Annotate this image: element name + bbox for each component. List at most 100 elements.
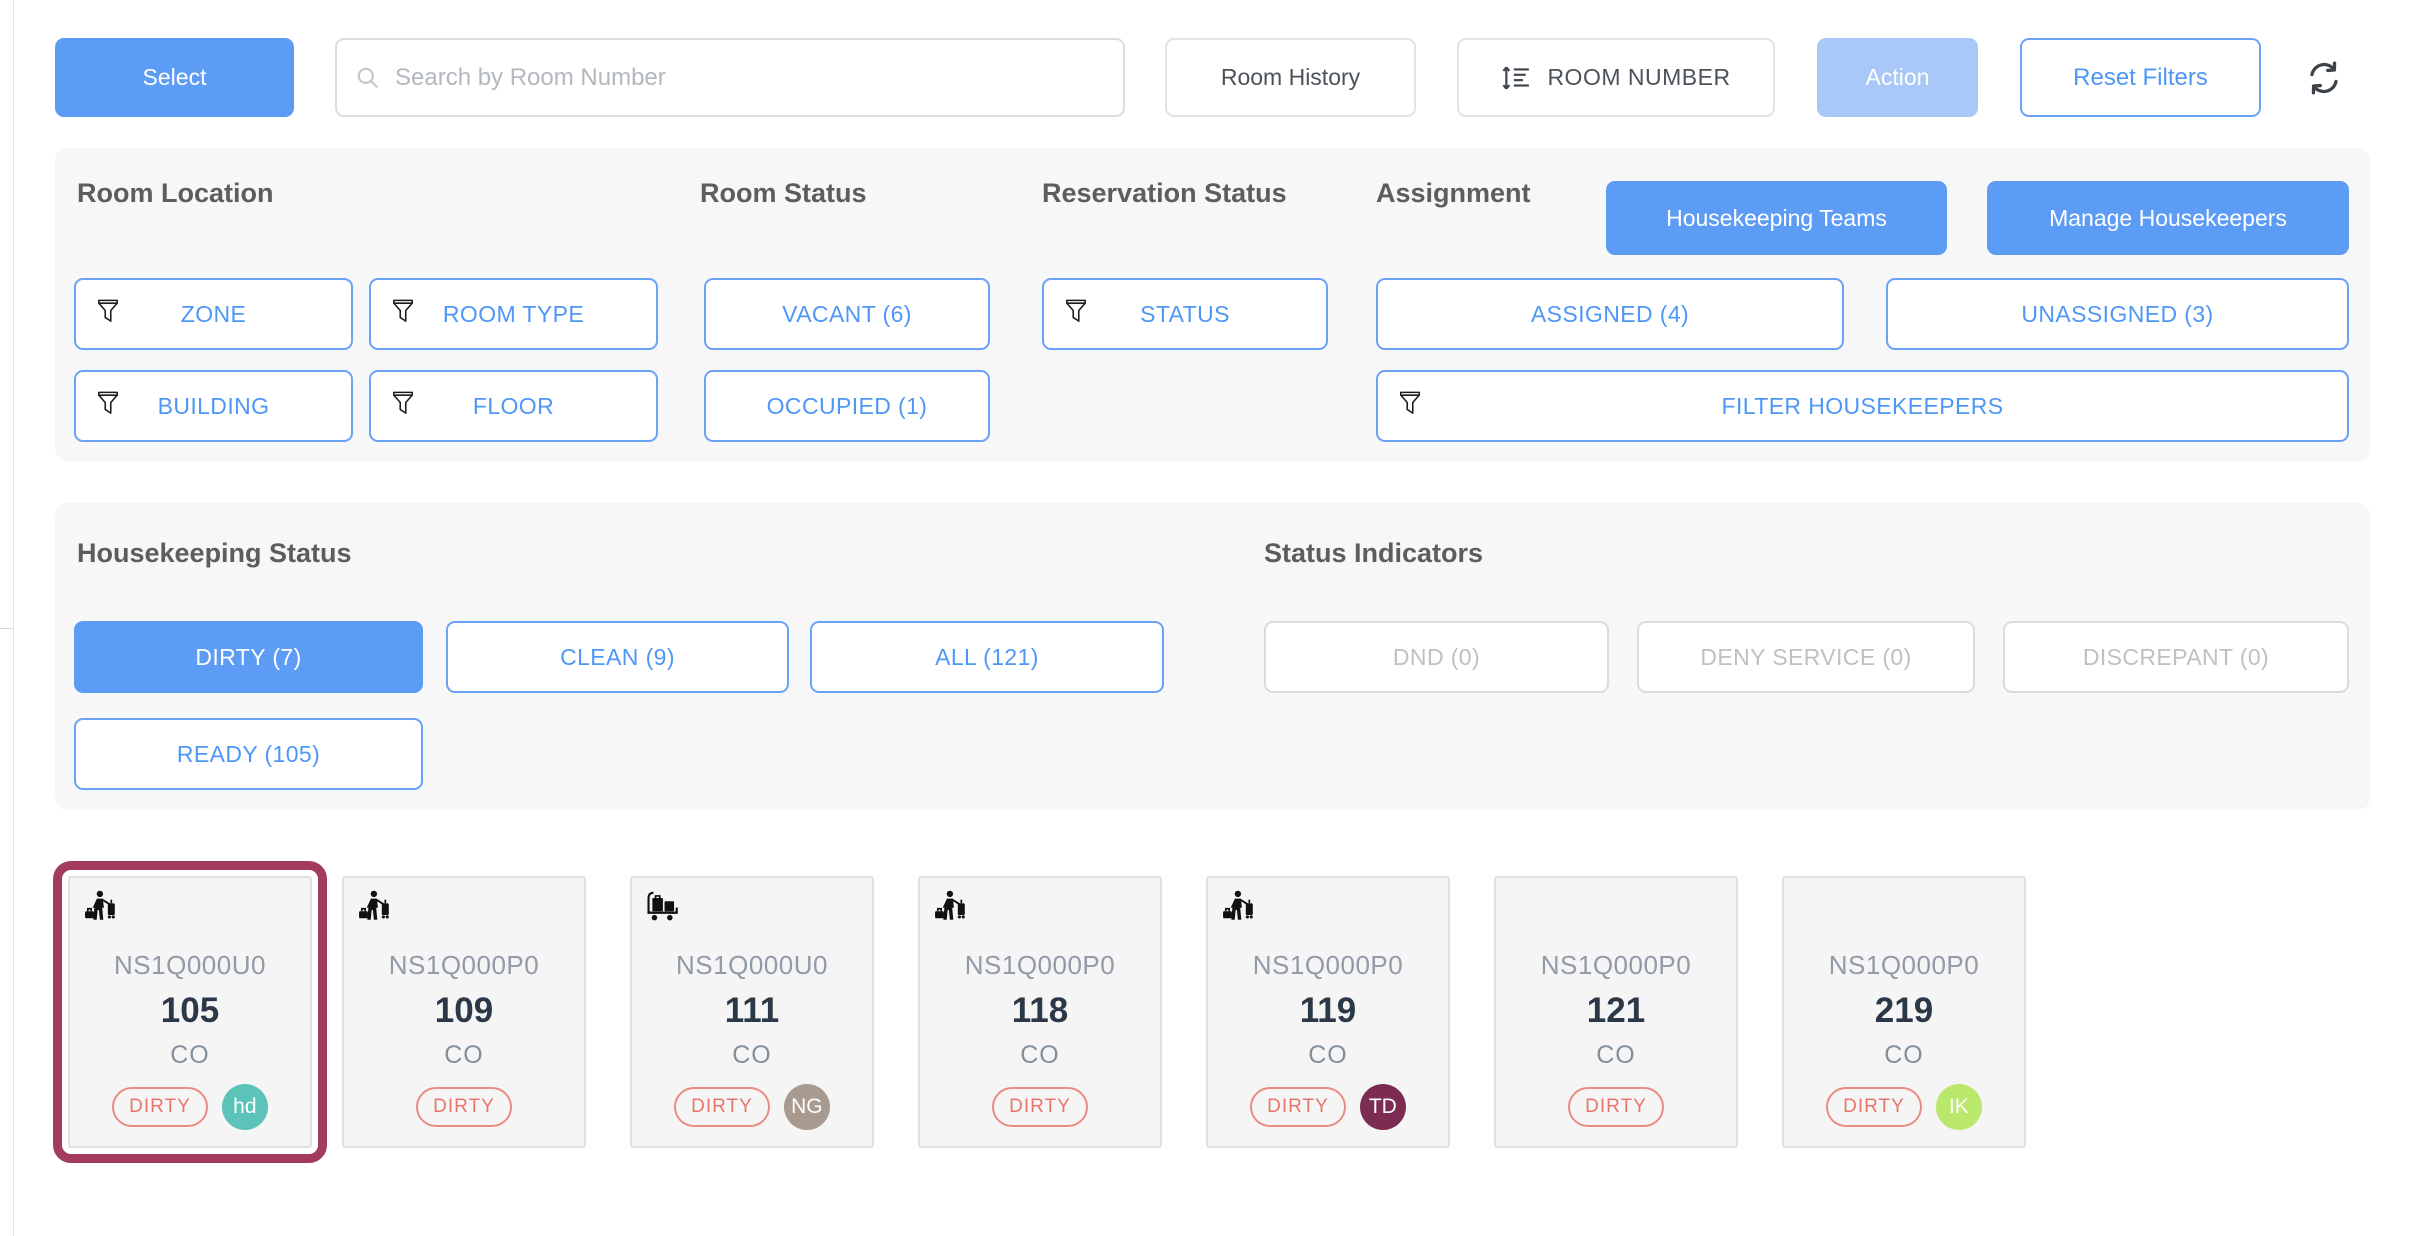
housekeeping-status-pill: DIRTY [112, 1087, 208, 1127]
room-status-row: DIRTY [416, 1084, 512, 1130]
all-filter-label: ALL (121) [935, 643, 1039, 670]
room-card[interactable]: NS1Q000P0 118 CO DIRTY [918, 876, 1162, 1148]
status-filter-label: STATUS [1140, 300, 1230, 327]
guest-with-luggage-icon [84, 890, 120, 922]
filters-panel: Room Location Room Status Reservation St… [55, 148, 2370, 461]
housekeeping-status-pill: DIRTY [416, 1087, 512, 1127]
room-status-row: DIRTY [992, 1084, 1088, 1130]
room-number: 121 [1586, 991, 1646, 1030]
dnd-indicator-label: DND (0) [1392, 643, 1481, 670]
status-indicators-title: Status Indicators [1264, 538, 1484, 568]
room-number: 119 [1299, 991, 1357, 1030]
room-status-row: DIRTY TD [1250, 1084, 1406, 1130]
reservation-status-label: CO [1596, 1041, 1636, 1069]
housekeeper-badge: NG [783, 1084, 830, 1130]
assignment-title: Assignment [1376, 178, 1531, 208]
room-status-row: DIRTY IK [1826, 1084, 1982, 1130]
room-status-row: DIRTY hd [112, 1084, 268, 1130]
room-number: 118 [1011, 991, 1069, 1030]
room-history-button[interactable]: Room History [1165, 38, 1416, 117]
reset-filters-button[interactable]: Reset Filters [2020, 38, 2261, 117]
occupied-filter-label: OCCUPIED (1) [766, 392, 928, 419]
luggage-cart-icon [646, 890, 682, 922]
guest-with-luggage-icon [1222, 890, 1258, 922]
room-search[interactable] [335, 38, 1125, 117]
room-card-list: NS1Q000U0 105 CO DIRTY hd NS1Q000P0 109 … [53, 861, 2070, 1163]
zone-filter-button[interactable]: ZONE [74, 278, 353, 350]
housekeeping-status-panel: Housekeeping Status Status Indicators DI… [55, 503, 2370, 810]
deny-service-indicator-label: DENY SERVICE (0) [1700, 643, 1912, 670]
room-type-label: NS1Q000U0 [676, 950, 828, 980]
room-card[interactable]: NS1Q000U0 111 CO DIRTY NG [630, 876, 874, 1148]
reservation-status-label: CO [1020, 1041, 1060, 1069]
sort-field-label: ROOM NUMBER [1547, 64, 1731, 90]
search-icon [355, 65, 381, 91]
all-filter-button[interactable]: ALL (121) [810, 621, 1164, 693]
guest-with-luggage-icon [934, 890, 970, 922]
search-input[interactable] [393, 62, 1105, 93]
action-button[interactable]: Action [1817, 38, 1978, 117]
room-type-filter-label: ROOM TYPE [442, 300, 585, 327]
dirty-filter-button[interactable]: DIRTY (7) [74, 621, 423, 693]
dnd-indicator-button[interactable]: DND (0) [1264, 621, 1609, 693]
housekeeper-badge: IK [1935, 1084, 1982, 1130]
reservation-status-label: CO [444, 1041, 484, 1069]
room-type-label: NS1Q000P0 [1540, 950, 1692, 980]
discrepant-indicator-button[interactable]: DISCREPANT (0) [2003, 621, 2349, 693]
vacant-filter-label: VACANT (6) [782, 300, 912, 327]
left-panel-tick [0, 628, 13, 629]
room-type-label: NS1Q000P0 [1252, 950, 1404, 980]
manage-housekeepers-button[interactable]: Manage Housekeepers [1987, 181, 2349, 255]
assigned-filter-button[interactable]: ASSIGNED (4) [1376, 278, 1844, 350]
floor-filter-button[interactable]: FLOOR [369, 370, 658, 442]
housekeeping-status-pill: DIRTY [674, 1087, 770, 1127]
room-status-row: DIRTY NG [674, 1084, 830, 1130]
clean-filter-label: CLEAN (9) [560, 643, 675, 670]
filter-funnel-icon [391, 297, 415, 331]
building-filter-button[interactable]: BUILDING [74, 370, 353, 442]
housekeeping-status-pill: DIRTY [1250, 1087, 1346, 1127]
housekeeping-status-pill: DIRTY [1568, 1087, 1664, 1127]
room-number: 109 [434, 991, 494, 1030]
room-card[interactable]: NS1Q000P0 121 CO DIRTY [1494, 876, 1738, 1148]
room-card[interactable]: NS1Q000P0 219 CO DIRTY IK [1782, 876, 2026, 1148]
deny-service-indicator-button[interactable]: DENY SERVICE (0) [1637, 621, 1975, 693]
filter-funnel-icon [1398, 389, 1422, 423]
room-type-filter-button[interactable]: ROOM TYPE [369, 278, 658, 350]
room-card[interactable]: NS1Q000U0 105 CO DIRTY hd [53, 861, 327, 1163]
ready-filter-button[interactable]: READY (105) [74, 718, 423, 790]
sort-order-icon [1501, 63, 1531, 93]
discrepant-indicator-label: DISCREPANT (0) [2082, 643, 2270, 670]
room-number: 219 [1874, 991, 1934, 1030]
reservation-status-label: CO [732, 1041, 772, 1069]
housekeeping-teams-button[interactable]: Housekeeping Teams [1606, 181, 1947, 255]
ready-filter-label: READY (105) [176, 740, 321, 767]
room-number: 105 [160, 991, 220, 1030]
reservation-status-label: CO [1884, 1041, 1924, 1069]
housekeeping-status-title: Housekeeping Status [77, 538, 352, 568]
zone-filter-label: ZONE [180, 300, 247, 327]
refresh-icon[interactable] [2298, 52, 2350, 104]
room-card[interactable]: NS1Q000P0 109 CO DIRTY [342, 876, 586, 1148]
filter-funnel-icon [1064, 297, 1088, 331]
reservation-status-filter-button[interactable]: STATUS [1042, 278, 1328, 350]
clean-filter-button[interactable]: CLEAN (9) [446, 621, 789, 693]
room-type-label: NS1Q000U0 [114, 950, 266, 980]
building-filter-label: BUILDING [157, 392, 270, 419]
assigned-filter-label: ASSIGNED (4) [1530, 300, 1690, 327]
filter-housekeepers-label: FILTER HOUSEKEEPERS [1721, 392, 2004, 419]
room-card[interactable]: NS1Q000P0 119 CO DIRTY TD [1206, 876, 1450, 1148]
select-button[interactable]: Select [55, 38, 294, 117]
vacant-filter-button[interactable]: VACANT (6) [704, 278, 990, 350]
filter-housekeepers-button[interactable]: FILTER HOUSEKEEPERS [1376, 370, 2349, 442]
room-status-title: Room Status [700, 178, 867, 208]
sort-selector[interactable]: ROOM NUMBER [1457, 38, 1775, 117]
filter-funnel-icon [391, 389, 415, 423]
occupied-filter-button[interactable]: OCCUPIED (1) [704, 370, 990, 442]
unassigned-filter-label: UNASSIGNED (3) [2021, 300, 2214, 327]
housekeeping-status-pill: DIRTY [1826, 1087, 1922, 1127]
room-type-label: NS1Q000P0 [964, 950, 1116, 980]
unassigned-filter-button[interactable]: UNASSIGNED (3) [1886, 278, 2349, 350]
housekeeping-status-pill: DIRTY [992, 1087, 1088, 1127]
